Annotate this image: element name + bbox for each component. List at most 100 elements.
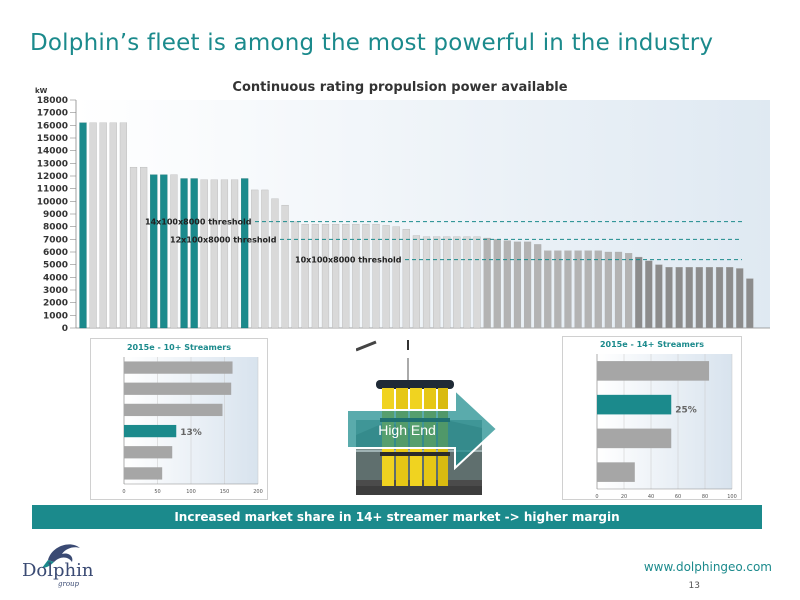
sub-x-tick-label: 200 bbox=[253, 489, 263, 495]
y-tick-label: 18000 bbox=[37, 96, 68, 106]
main-bar bbox=[170, 174, 178, 329]
sub-x-tick-label: 0 bbox=[122, 489, 125, 495]
y-tick-label: 8000 bbox=[43, 223, 68, 233]
sub-x-tick-label: 100 bbox=[727, 494, 737, 500]
main-bar bbox=[372, 223, 380, 329]
main-bar bbox=[281, 204, 289, 329]
sub-chart-2-title: 2015e - 14+ Streamers bbox=[600, 340, 704, 349]
y-tick-label: 10000 bbox=[37, 197, 68, 207]
logo-name: Dolphin bbox=[22, 560, 94, 581]
market-share-banner: Increased market share in 14+ streamer m… bbox=[32, 505, 762, 529]
main-bar bbox=[736, 268, 744, 329]
main-bar bbox=[534, 244, 542, 329]
main-bar bbox=[635, 256, 643, 329]
threshold-label: 14x100x8000 threshold bbox=[145, 218, 252, 227]
main-bar bbox=[483, 237, 491, 329]
y-tick-label: 7000 bbox=[43, 235, 68, 245]
sub-x-tick-label: 150 bbox=[220, 489, 230, 495]
y-tick-label: 0 bbox=[62, 324, 68, 334]
y-tick-label: 15000 bbox=[37, 134, 68, 144]
main-bar bbox=[604, 251, 612, 329]
website-link[interactable]: www.dolphingeo.com bbox=[643, 560, 772, 574]
main-bar bbox=[230, 179, 239, 329]
main-bar bbox=[129, 166, 138, 329]
main-bar bbox=[705, 267, 714, 329]
logo-sub: group bbox=[58, 580, 80, 588]
main-bar bbox=[584, 250, 592, 329]
main-bar bbox=[473, 236, 481, 329]
main-bar bbox=[362, 223, 370, 329]
main-bar bbox=[382, 225, 390, 329]
main-power-chart: Continuous rating propulsion power avail… bbox=[35, 80, 770, 334]
main-bar bbox=[412, 235, 421, 329]
main-bar bbox=[311, 223, 319, 329]
main-bar bbox=[746, 278, 754, 329]
main-bar bbox=[402, 229, 410, 329]
sub-bar bbox=[597, 428, 672, 449]
main-bar bbox=[523, 241, 532, 329]
high-end-label: High End bbox=[378, 422, 436, 438]
sub-bar bbox=[124, 446, 173, 459]
main-bar bbox=[695, 267, 703, 329]
sub-bar bbox=[124, 382, 232, 395]
sub-chart-10-streamers: 2015e - 10+ Streamers 0 50 100 150 200 13% bbox=[90, 338, 268, 500]
main-bar bbox=[645, 260, 653, 329]
main-bar bbox=[79, 122, 87, 329]
main-bar bbox=[291, 221, 299, 329]
y-tick-label: 3000 bbox=[43, 286, 68, 296]
main-bar bbox=[342, 223, 350, 329]
y-tick-label: 1000 bbox=[43, 311, 68, 321]
main-bar bbox=[675, 267, 683, 329]
y-tick-label: 14000 bbox=[37, 147, 68, 157]
y-tick-label: 4000 bbox=[43, 273, 68, 283]
main-bar bbox=[251, 189, 259, 329]
main-bar bbox=[544, 250, 552, 329]
main-bar bbox=[614, 251, 623, 329]
high-end-arrow: High End bbox=[346, 388, 499, 470]
main-bar bbox=[160, 174, 168, 329]
sub-data-label: 25% bbox=[675, 405, 697, 415]
main-bar bbox=[89, 122, 97, 329]
y-tick-label: 12000 bbox=[37, 172, 68, 182]
threshold-label: 12x100x8000 threshold bbox=[170, 235, 277, 244]
main-bar bbox=[210, 179, 218, 329]
sub-bar bbox=[124, 424, 177, 438]
main-bar bbox=[726, 267, 734, 329]
main-bar bbox=[665, 267, 673, 329]
main-bar bbox=[392, 226, 400, 329]
y-tick-label: 16000 bbox=[37, 121, 68, 131]
main-bars bbox=[79, 122, 754, 329]
sub-chart-1-title: 2015e - 10+ Streamers bbox=[127, 343, 231, 352]
y-tick-label: 5000 bbox=[43, 261, 68, 271]
main-bar bbox=[109, 122, 117, 329]
main-bar bbox=[332, 223, 340, 329]
main-bar bbox=[422, 236, 431, 329]
main-bar bbox=[241, 178, 249, 329]
y-tick-label: 11000 bbox=[37, 185, 68, 195]
threshold-label: 10x100x8000 threshold bbox=[295, 256, 402, 265]
sub-x-tick-label: 50 bbox=[154, 489, 160, 495]
sub-x-tick-label: 40 bbox=[648, 494, 654, 500]
y-tick-label: 2000 bbox=[43, 299, 68, 309]
main-bar bbox=[352, 223, 360, 329]
sub-bar bbox=[597, 462, 635, 482]
main-bar bbox=[554, 250, 562, 329]
main-bar bbox=[715, 267, 724, 329]
page-number: 13 bbox=[688, 581, 700, 591]
main-y-axis: 0 1000 2000 3000 4000 5000 6000 7000 8000 9000 100… bbox=[37, 96, 770, 334]
main-bar bbox=[150, 174, 158, 329]
main-bar bbox=[594, 250, 602, 329]
sub-x-tick-label: 100 bbox=[186, 489, 196, 495]
main-bar bbox=[574, 250, 582, 329]
main-bar bbox=[190, 178, 198, 329]
sub-x-tick-label: 0 bbox=[595, 494, 598, 500]
main-bar bbox=[321, 223, 330, 329]
sub-bar bbox=[124, 467, 163, 480]
main-bar bbox=[655, 264, 663, 329]
main-bar bbox=[453, 236, 461, 329]
dolphin-logo-icon bbox=[42, 544, 80, 568]
y-tick-label: 9000 bbox=[43, 210, 68, 220]
sub-x-tick-label: 80 bbox=[702, 494, 708, 500]
sub-bar bbox=[124, 403, 223, 417]
main-bar bbox=[261, 189, 269, 329]
